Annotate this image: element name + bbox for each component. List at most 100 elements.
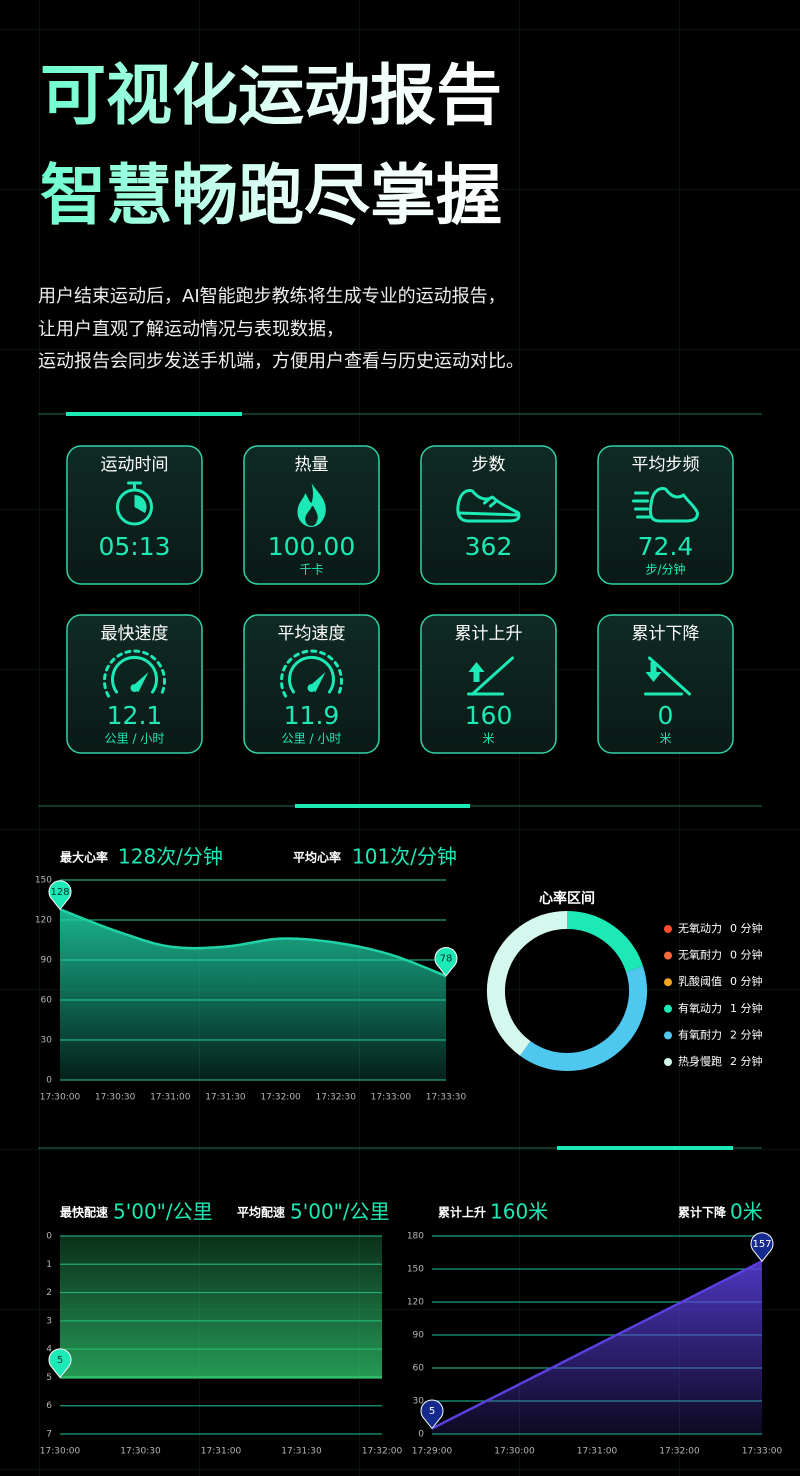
pin [48,880,72,911]
stopwatch-icon [116,481,153,526]
legend-swatch [664,1058,672,1066]
x-tick-label: 17:33:00 [742,1447,783,1457]
stat-value: 5'00"/公里 [113,1200,213,1224]
legend-value: 0 分钟 [730,921,763,935]
stat-value: 0米 [730,1200,763,1224]
x-tick-label: 17:30:00 [494,1447,535,1457]
stat-value: 100.00 [268,532,355,561]
stat-label: 最快配速 [60,1205,108,1220]
y-tick-label: 6 [46,1401,52,1411]
y-tick-label: 2 [46,1288,52,1298]
stat-label: 最快速度 [101,624,169,644]
chart-title: 心率区间 [539,890,595,907]
stat-value: 160米 [490,1200,548,1224]
title: 智慧畅跑尽掌握 [40,157,502,234]
stat-unit: 公里 / 小时 [105,732,165,746]
stat-unit: 米 [659,732,671,746]
data-label: 128 [50,887,69,898]
legend-value: 2 分钟 [730,1027,763,1041]
y-tick-label: 60 [41,996,53,1006]
y-tick-label: 120 [407,1298,424,1308]
legend-value: 0 分钟 [730,948,763,962]
description: 让用户直观了解运动情况与表现数据， [38,319,344,340]
line [59,908,447,978]
x-tick-label: 17:30:00 [40,1447,81,1457]
stat-value: 12.1 [107,701,163,730]
y-tick-label: 4 [46,1345,52,1355]
pin [750,1232,774,1263]
icons [103,481,699,698]
legend-value: 0 分钟 [730,974,763,988]
donut-segment [487,911,568,1056]
y-tick-label: 90 [413,1331,425,1341]
x-tick-label: 17:32:30 [316,1093,357,1103]
stat-value: 11.9 [284,701,340,730]
y-tick-label: 30 [41,1036,53,1046]
flame-icon [297,483,326,527]
legend-label: 有氧动力 [678,1001,722,1015]
stat-unit: 公里 / 小时 [282,732,342,746]
legend-label: 乳酸阈值 [678,974,722,988]
line [431,1260,763,1430]
stat-card [597,614,734,754]
y-tick-label: 150 [407,1265,424,1275]
charts: 最大心率 128次/分钟 平均心率 101次/分钟030609012015017:30… [35,845,783,1457]
stat-value: 101次/分钟 [352,845,457,869]
speedometer-icon [103,649,166,698]
stat-value: 362 [465,532,513,561]
y-tick-label: 90 [41,956,53,966]
legend-swatch [664,1004,672,1013]
x-tick-label: 17:30:00 [40,1093,81,1103]
description: 用户结束运动后，AI智能跑步教练将生成专业的运动报告， [38,286,506,307]
data-label: 5 [429,1406,435,1417]
stat-value: 5'00"/公里 [290,1200,390,1224]
stat-label: 累计下降 [632,624,700,644]
pin [48,1348,72,1379]
x-tick-label: 17:32:00 [362,1447,403,1457]
legend-swatch [664,1031,672,1040]
x-tick-label: 17:32:00 [659,1447,700,1457]
x-tick-label: 17:31:00 [150,1093,191,1103]
x-tick-label: 17:31:30 [281,1447,322,1457]
stat-label: 步数 [472,455,506,475]
stat-label: 平均速度 [278,624,346,644]
stat-cards: 运动时间 05:13 热量 100.00 千卡 步数 362 平均步频 72.4步/分钟最快速度… [66,445,734,754]
pin [434,947,458,977]
x-tick-label: 17:29:00 [412,1447,453,1457]
title: 可视化运动报告 [40,57,502,134]
stat-unit: 千卡 [299,563,323,577]
legend-label: 无氧耐力 [678,948,722,962]
legend-value: 1 分钟 [730,1001,763,1015]
stat-label: 热量 [295,455,329,475]
stat-unit: 步/分钟 [645,562,685,577]
legend-swatch [664,978,672,987]
stat-label: 累计上升 [455,624,523,644]
stat-value: 0 [658,701,674,730]
x-tick-label: 17:31:00 [577,1447,618,1457]
y-tick-label: 0 [46,1076,52,1086]
legend-label: 热身慢跑 [678,1054,722,1068]
donut-segment [566,911,644,973]
x-tick-label: 17:33:30 [426,1093,467,1103]
stat-unit: 米 [482,732,494,746]
x-tick-label: 17:32:00 [260,1093,301,1103]
stat-card [66,445,203,585]
speedometer-icon [280,649,343,698]
y-tick-label: 60 [413,1364,425,1374]
shoe-speed-icon [632,487,699,523]
ascent-icon [467,656,514,696]
y-tick-label: 180 [407,1232,424,1242]
stat-label: 平均配速 [237,1205,285,1220]
legend-label: 有氧耐力 [678,1027,722,1041]
y-tick-label: 5 [46,1373,52,1383]
stat-value: 160 [465,701,513,730]
stat-value: 72.4 [638,532,694,561]
stat-value: 05:13 [98,532,170,561]
area [60,1236,382,1378]
y-tick-label: 1 [46,1260,52,1270]
y-tick-label: 0 [418,1430,424,1440]
stat-card [420,614,557,754]
x-tick-label: 17:31:00 [201,1447,242,1457]
y-tick-label: 120 [35,916,52,926]
legend-label: 无氧动力 [678,921,722,935]
